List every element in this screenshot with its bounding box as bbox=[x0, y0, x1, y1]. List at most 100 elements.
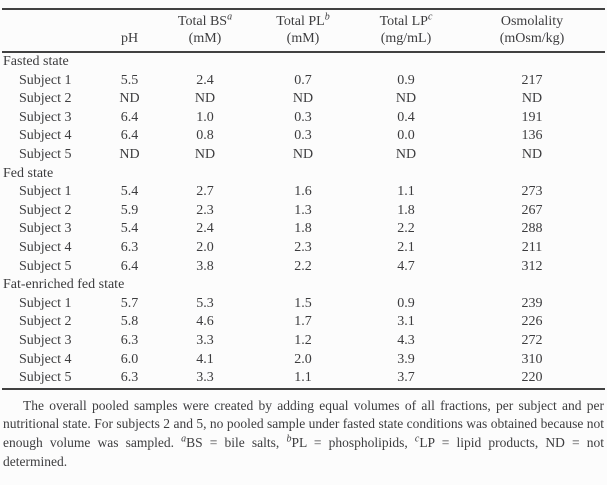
subject-row: Subject 1 5.4 2.7 1.6 1.1 273 bbox=[2, 183, 605, 202]
value-cell: 1.8 bbox=[294, 221, 312, 237]
subject-row: Subject 3 6.3 3.3 1.2 4.3 272 bbox=[2, 332, 605, 351]
subject-label: Subject 4 bbox=[19, 351, 72, 367]
value-cell: 6.3 bbox=[120, 370, 139, 386]
value-cell: 6.0 bbox=[120, 351, 139, 367]
value-cell: 3.3 bbox=[196, 370, 214, 386]
value-cell: 3.7 bbox=[397, 370, 415, 386]
subject-label: Subject 4 bbox=[19, 128, 72, 144]
value-cell: ND bbox=[194, 91, 216, 107]
value-cell: 1.1 bbox=[397, 184, 415, 200]
value-cell: 0.3 bbox=[294, 128, 312, 144]
value-cell: 226 bbox=[521, 314, 543, 330]
value-cell: 6.4 bbox=[120, 128, 139, 144]
header-row: pH Total BSa (mM) Total PLb (mM) Total L… bbox=[2, 9, 605, 52]
value-cell: 0.8 bbox=[196, 128, 214, 144]
value-cell: 5.4 bbox=[120, 221, 139, 237]
value-cell: 1.5 bbox=[294, 295, 312, 311]
group-row: Fed state bbox=[2, 165, 605, 184]
subject-row: Subject 4 6.0 4.1 2.0 3.9 310 bbox=[2, 351, 605, 370]
table-footnote: The overall pooled samples were created … bbox=[3, 397, 604, 470]
subject-row: Subject 5 6.4 3.8 2.2 4.7 312 bbox=[2, 258, 605, 277]
value-cell: 272 bbox=[521, 332, 543, 348]
subject-label: Subject 1 bbox=[19, 295, 72, 311]
value-cell: 5.7 bbox=[120, 295, 139, 311]
col-header-total-bs: Total BSa (mM) bbox=[177, 11, 233, 46]
value-cell: 2.4 bbox=[196, 72, 214, 88]
value-cell: 3.8 bbox=[196, 258, 214, 274]
table-body: Fasted state Subject 1 5.5 2.4 0.7 0.9 217 Subj… bbox=[2, 52, 605, 389]
value-cell: 4.1 bbox=[196, 351, 214, 367]
col-header-total-pl: Total PLb (mM) bbox=[276, 11, 330, 46]
value-cell: 1.7 bbox=[294, 314, 312, 330]
subject-label: Subject 2 bbox=[19, 202, 72, 218]
value-cell: 267 bbox=[521, 202, 543, 218]
value-cell: 0.0 bbox=[397, 128, 415, 144]
group-label: Fasted state bbox=[3, 54, 69, 69]
value-cell: 2.3 bbox=[196, 202, 214, 218]
value-cell: 2.0 bbox=[294, 351, 312, 367]
value-cell: 217 bbox=[521, 72, 543, 88]
value-cell: 0.3 bbox=[294, 109, 312, 125]
value-cell: 0.9 bbox=[397, 295, 415, 311]
subject-label: Subject 1 bbox=[19, 184, 72, 200]
value-cell: 1.0 bbox=[196, 109, 214, 125]
value-cell: 1.6 bbox=[294, 184, 312, 200]
subject-label: Subject 5 bbox=[19, 258, 72, 274]
value-cell: 2.3 bbox=[294, 239, 312, 255]
footnote-superscript: b bbox=[286, 433, 292, 445]
value-cell: 2.4 bbox=[196, 221, 214, 237]
value-cell: 2.2 bbox=[397, 221, 415, 237]
value-cell: 310 bbox=[521, 351, 543, 367]
subject-label: Subject 5 bbox=[19, 146, 72, 162]
value-cell: 5.5 bbox=[120, 72, 139, 88]
subject-label: Subject 3 bbox=[19, 332, 72, 348]
value-cell: 136 bbox=[521, 128, 543, 144]
value-cell: 4.7 bbox=[397, 258, 415, 274]
col-header-total-lp: Total LPc (mg/mL) bbox=[379, 11, 433, 46]
value-cell: 4.3 bbox=[397, 332, 415, 348]
subject-row: Subject 3 5.4 2.4 1.8 2.2 288 bbox=[2, 220, 605, 239]
subject-row: Subject 4 6.4 0.8 0.3 0.0 136 bbox=[2, 127, 605, 146]
value-cell: 2.2 bbox=[294, 258, 312, 274]
value-cell: ND bbox=[292, 146, 314, 162]
subject-row: Subject 2 ND ND ND ND ND bbox=[2, 90, 605, 109]
value-cell: 0.7 bbox=[294, 72, 312, 88]
value-cell: ND bbox=[395, 146, 417, 162]
value-cell: 6.4 bbox=[120, 258, 139, 274]
value-cell: 2.7 bbox=[196, 184, 214, 200]
value-cell: 0.4 bbox=[397, 109, 415, 125]
value-cell: 6.3 bbox=[120, 332, 139, 348]
value-cell: 4.6 bbox=[196, 314, 214, 330]
value-cell: 3.3 bbox=[196, 332, 214, 348]
value-cell: 6.4 bbox=[120, 109, 139, 125]
subject-label: Subject 2 bbox=[19, 314, 72, 330]
group-label: Fat-enriched fed state bbox=[3, 277, 125, 293]
subject-row: Subject 1 5.7 5.3 1.5 0.9 239 bbox=[2, 295, 605, 314]
subject-label: Subject 4 bbox=[19, 239, 72, 255]
value-cell: 312 bbox=[521, 258, 543, 274]
value-cell: 6.3 bbox=[120, 239, 139, 255]
value-cell: 191 bbox=[521, 109, 543, 125]
value-cell: ND bbox=[521, 91, 543, 107]
value-cell: 5.9 bbox=[120, 202, 139, 218]
table-header: pH Total BSa (mM) Total PLb (mM) Total L… bbox=[2, 9, 605, 52]
value-cell: 1.8 bbox=[397, 202, 415, 218]
value-cell: ND bbox=[119, 91, 140, 107]
value-cell: ND bbox=[521, 146, 543, 162]
footnote-superscript: a bbox=[181, 433, 187, 445]
pooled-samples-table: pH Total BSa (mM) Total PLb (mM) Total L… bbox=[2, 8, 605, 390]
value-cell: 239 bbox=[521, 295, 543, 311]
value-cell: 1.3 bbox=[294, 202, 312, 218]
value-cell: 211 bbox=[521, 239, 543, 255]
value-cell: 5.8 bbox=[120, 314, 139, 330]
subject-row: Subject 4 6.3 2.0 2.3 2.1 211 bbox=[2, 239, 605, 258]
subject-row: Subject 3 6.4 1.0 0.3 0.4 191 bbox=[2, 109, 605, 128]
value-cell: 2.1 bbox=[397, 239, 415, 255]
subject-label: Subject 1 bbox=[19, 72, 72, 88]
subject-label: Subject 3 bbox=[19, 109, 72, 125]
value-cell: ND bbox=[194, 146, 216, 162]
value-cell: 5.4 bbox=[120, 184, 139, 200]
subject-label: Subject 5 bbox=[19, 370, 72, 386]
value-cell: 3.1 bbox=[397, 314, 415, 330]
